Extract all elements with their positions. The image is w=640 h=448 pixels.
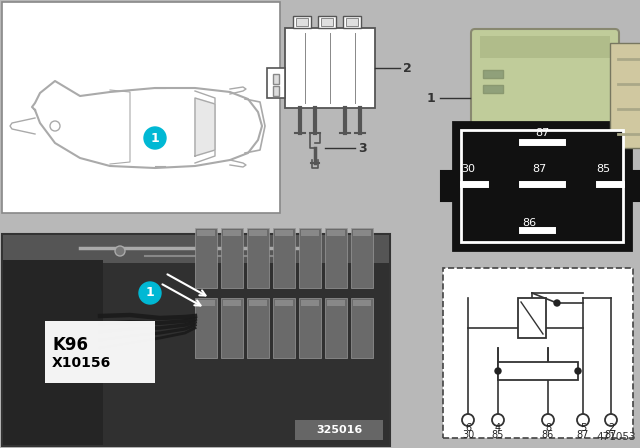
Circle shape (575, 368, 581, 374)
Bar (249, 230, 267, 236)
Bar (223, 230, 241, 236)
Circle shape (554, 300, 560, 306)
Bar (327, 300, 345, 306)
Bar (3, 260, 103, 445)
Bar (273, 298, 295, 358)
Circle shape (605, 414, 617, 426)
Text: 85: 85 (596, 164, 610, 174)
Bar (293, 16, 311, 28)
Bar (2, 2, 280, 213)
Bar (275, 300, 293, 306)
Text: 87: 87 (577, 430, 589, 440)
FancyBboxPatch shape (471, 29, 619, 167)
Circle shape (495, 368, 501, 374)
Bar (483, 85, 503, 93)
Bar (296, 18, 308, 26)
Bar (353, 300, 371, 306)
Bar (610, 43, 640, 148)
Bar (195, 228, 217, 288)
Text: 471053: 471053 (596, 432, 636, 442)
Text: 30: 30 (462, 430, 474, 440)
Text: X10156: X10156 (52, 356, 111, 370)
Text: 1: 1 (150, 132, 159, 145)
Bar (301, 230, 319, 236)
Circle shape (144, 127, 166, 149)
Circle shape (115, 246, 125, 256)
Bar (249, 300, 267, 306)
Bar (351, 298, 373, 358)
Bar (480, 36, 610, 58)
Bar (325, 298, 347, 358)
Bar (629, 171, 640, 201)
Text: 86: 86 (542, 430, 554, 440)
Bar (327, 230, 345, 236)
Bar (518, 298, 546, 338)
Text: 87: 87 (535, 128, 549, 138)
Bar (273, 228, 295, 288)
Bar (247, 298, 269, 358)
Bar (275, 230, 293, 236)
Text: 4: 4 (495, 423, 501, 433)
Bar (299, 298, 321, 358)
Bar (223, 300, 241, 306)
Text: 5: 5 (580, 423, 586, 433)
Bar (299, 228, 321, 288)
Bar (197, 230, 215, 236)
Bar (221, 228, 243, 288)
Text: 2: 2 (608, 423, 614, 433)
Bar (301, 300, 319, 306)
Bar (45, 321, 155, 383)
Bar (461, 130, 623, 242)
Text: 87: 87 (605, 430, 617, 440)
Bar (247, 228, 269, 288)
Bar (441, 171, 455, 201)
Text: K96: K96 (52, 336, 88, 354)
Bar (295, 420, 383, 440)
Polygon shape (195, 98, 215, 156)
Bar (318, 16, 336, 28)
Bar (2, 234, 390, 446)
Text: 85: 85 (492, 430, 504, 440)
Circle shape (462, 414, 474, 426)
Text: 1: 1 (427, 91, 436, 104)
Bar (273, 86, 279, 96)
Text: 8: 8 (545, 423, 551, 433)
Text: 6: 6 (465, 423, 471, 433)
Bar (195, 298, 217, 358)
Circle shape (577, 414, 589, 426)
Bar (453, 122, 631, 250)
Bar (443, 268, 633, 438)
Circle shape (139, 282, 161, 304)
Text: 87: 87 (532, 164, 547, 174)
Circle shape (492, 414, 504, 426)
Bar (483, 70, 503, 78)
Bar (221, 298, 243, 358)
Bar (197, 300, 215, 306)
Bar (346, 18, 358, 26)
Bar (498, 362, 578, 380)
Bar (267, 68, 285, 98)
Text: 2: 2 (403, 61, 412, 74)
Circle shape (50, 121, 60, 131)
Bar (351, 228, 373, 288)
Text: 3: 3 (358, 142, 367, 155)
Bar (3, 235, 389, 263)
Text: 86: 86 (522, 218, 536, 228)
Text: 30: 30 (461, 164, 475, 174)
Bar (273, 74, 279, 84)
Bar (3, 235, 389, 445)
Text: 1: 1 (146, 287, 154, 300)
Bar (285, 28, 375, 108)
Bar (325, 228, 347, 288)
Bar (353, 230, 371, 236)
Circle shape (542, 414, 554, 426)
Bar (321, 18, 333, 26)
Text: 325016: 325016 (316, 425, 362, 435)
Bar (343, 16, 361, 28)
